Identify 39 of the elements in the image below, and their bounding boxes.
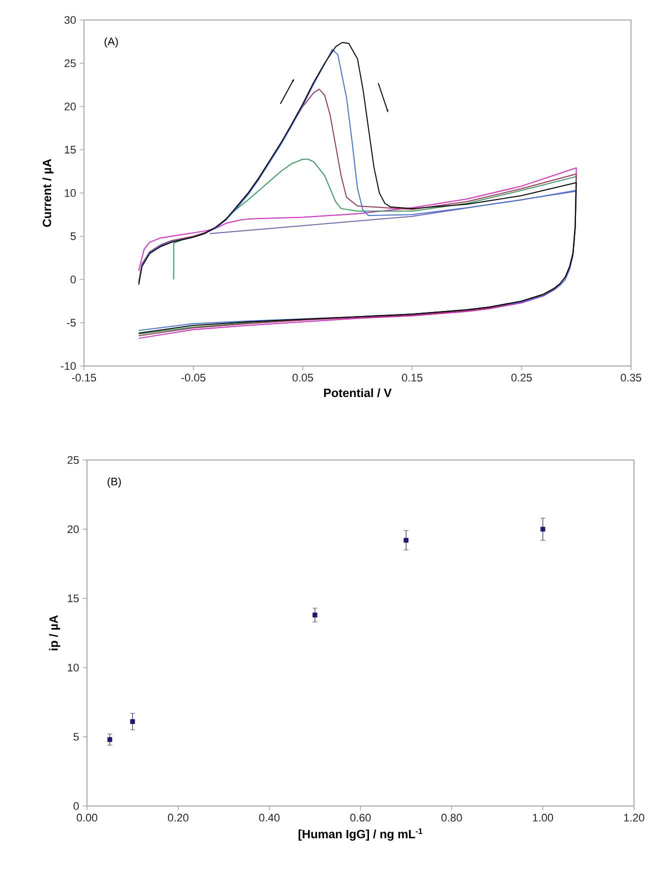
y-tick-label: 10 (64, 189, 76, 197)
x-tick-label: 1.00 (533, 814, 554, 822)
annotation: (A) (104, 37, 118, 48)
x-tick-label: 0.20 (168, 814, 188, 822)
annotation: (B) (108, 477, 121, 488)
point (540, 526, 546, 532)
point (107, 737, 112, 742)
x-tick-label: 0.25 (511, 374, 532, 382)
y-tick-label: 0 (74, 802, 79, 810)
x-tick-label: 0.00 (76, 814, 98, 822)
x-tick-label: 0.15 (402, 374, 422, 382)
x-tick-label: -0.15 (72, 374, 96, 382)
y-tick-label: 5 (70, 232, 76, 240)
y-tick-label: 0 (70, 276, 76, 284)
y-axis-title: Current / µA (42, 158, 54, 227)
x-tick-label: 0.40 (259, 814, 280, 822)
y-tick-label: -10 (60, 362, 76, 370)
x-axis-title: Potential / V (324, 388, 392, 398)
y-tick-label: 30 (64, 16, 76, 24)
point (404, 538, 408, 543)
y-tick-label: 20 (64, 102, 76, 110)
y-tick-label: 15 (64, 146, 76, 154)
x-tick-label: 0.35 (620, 374, 642, 382)
y-tick-label: 10 (68, 664, 79, 672)
y-tick-label: 25 (68, 456, 79, 464)
x-tick-label: 0.60 (350, 814, 371, 822)
y-axis-title: ip / µA (49, 615, 60, 650)
y-tick-label: 15 (68, 594, 79, 602)
y-tick-label: 20 (68, 525, 79, 534)
point (312, 612, 318, 618)
x-tick-label: 1.20 (624, 814, 644, 822)
x-tick-label: 0.05 (292, 374, 313, 382)
x-tick-label: -0.05 (181, 374, 206, 382)
y-tick-label: 5 (74, 732, 79, 741)
x-axis-title: [Human IgG] / ng mL$^{-1}$ (298, 828, 422, 841)
y-tick-label: -5 (66, 318, 76, 327)
y-tick-label: 25 (64, 59, 76, 68)
point (130, 719, 135, 724)
x-tick-label: 0.80 (441, 814, 462, 822)
